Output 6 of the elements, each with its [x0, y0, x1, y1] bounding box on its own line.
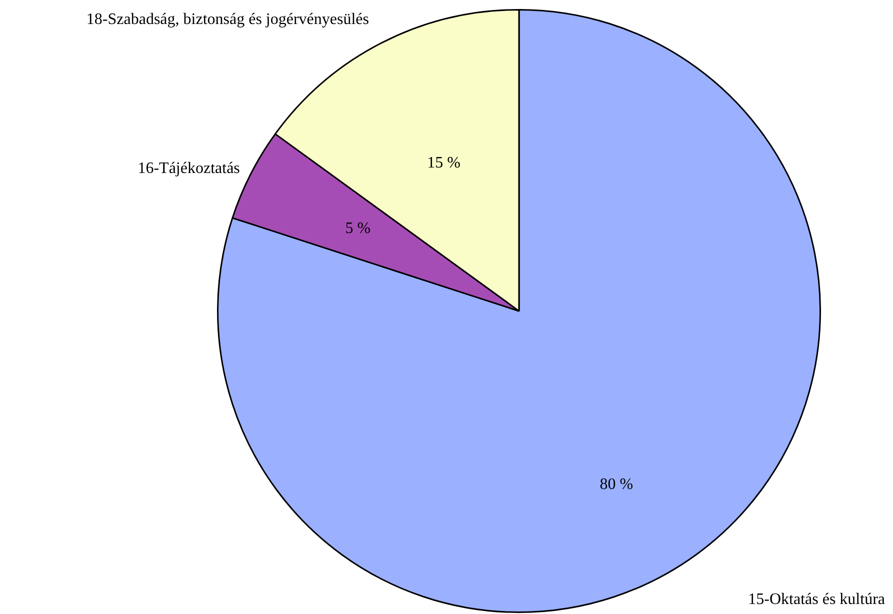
slice-label: 18-Szabadság, biztonság és jogérvényesülés — [86, 11, 369, 28]
data-label: 80 % — [600, 476, 634, 494]
slice-label: 16-Tájékoztatás — [138, 160, 240, 177]
data-label: 5 % — [345, 220, 371, 238]
data-label: 15 % — [427, 154, 460, 172]
slice-label: 15-Oktatás és kultúra — [748, 591, 885, 608]
